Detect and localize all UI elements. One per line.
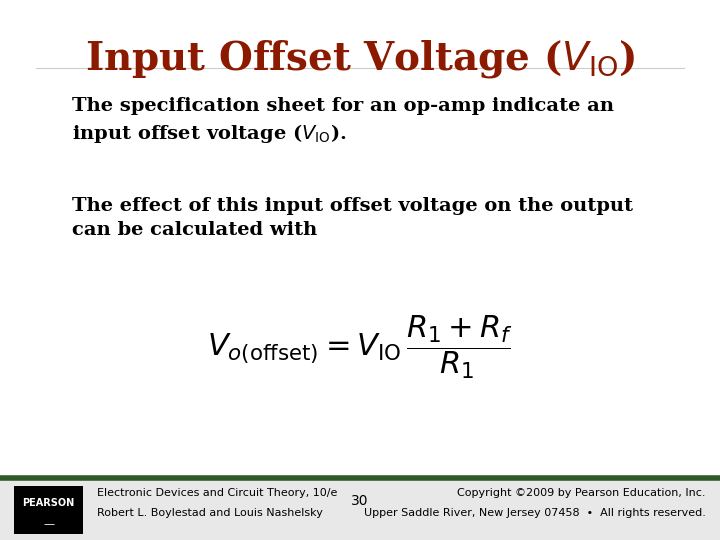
Text: Copyright ©2009 by Pearson Education, Inc.: Copyright ©2009 by Pearson Education, In… [457, 488, 706, 498]
Bar [0, 478, 720, 540]
Text: PEARSON: PEARSON [22, 498, 75, 508]
Text: $V_{o(\mathrm{offset})} = V_{\mathrm{IO}}\,\dfrac{R_1 + R_f}{R_1}$: $V_{o(\mathrm{offset})} = V_{\mathrm{IO}… [207, 313, 513, 381]
Text: The specification sheet for an op-amp indicate an
input offset voltage ($V_{\mat: The specification sheet for an op-amp in… [72, 97, 614, 145]
Text: Input Offset Voltage ($V_{\mathrm{IO}}$): Input Offset Voltage ($V_{\mathrm{IO}}$) [85, 38, 635, 80]
Text: The effect of this input offset voltage on the output
can be calculated with: The effect of this input offset voltage … [72, 197, 633, 239]
Text: Electronic Devices and Circuit Theory, 10/e: Electronic Devices and Circuit Theory, 1… [97, 488, 338, 498]
Bar [14, 486, 83, 534]
Text: Robert L. Boylestad and Louis Nashelsky: Robert L. Boylestad and Louis Nashelsky [97, 508, 323, 518]
Text: —: — [43, 519, 54, 529]
Text: Upper Saddle River, New Jersey 07458  •  All rights reserved.: Upper Saddle River, New Jersey 07458 • A… [364, 508, 706, 518]
Text: 30: 30 [351, 494, 369, 508]
